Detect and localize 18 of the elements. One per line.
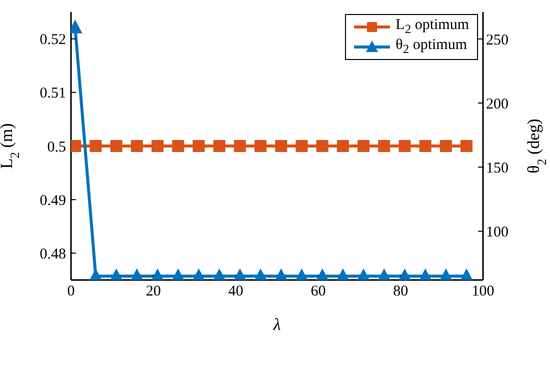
- x-tick-label: 0: [67, 284, 75, 300]
- y-tick-label: 0.5: [47, 139, 66, 156]
- x-tick-label: 60: [310, 284, 326, 300]
- x-tick-label: 100: [472, 284, 494, 300]
- y-tick-label: 0.51: [40, 86, 66, 102]
- y2-tick-label: 200: [486, 96, 508, 112]
- legend-label: θ$_{2}$ optimum: [396, 37, 468, 57]
- y2-tick-label: 100: [486, 224, 508, 241]
- x-tick-label: 20: [146, 284, 161, 300]
- y2-tick-label: 250: [486, 32, 508, 48]
- x-tick-label: 80: [393, 284, 408, 300]
- y-tick-label: 0.48: [40, 246, 66, 263]
- y-tick-label: 0.49: [40, 192, 66, 209]
- x-tick-label: 40: [228, 284, 244, 300]
- legend-label: L$_{2}$ optimum: [396, 17, 469, 37]
- x-axis-title: λ: [272, 315, 281, 334]
- y2-tick-label: 150: [486, 160, 508, 176]
- y-tick-label: 0.52: [40, 32, 66, 48]
